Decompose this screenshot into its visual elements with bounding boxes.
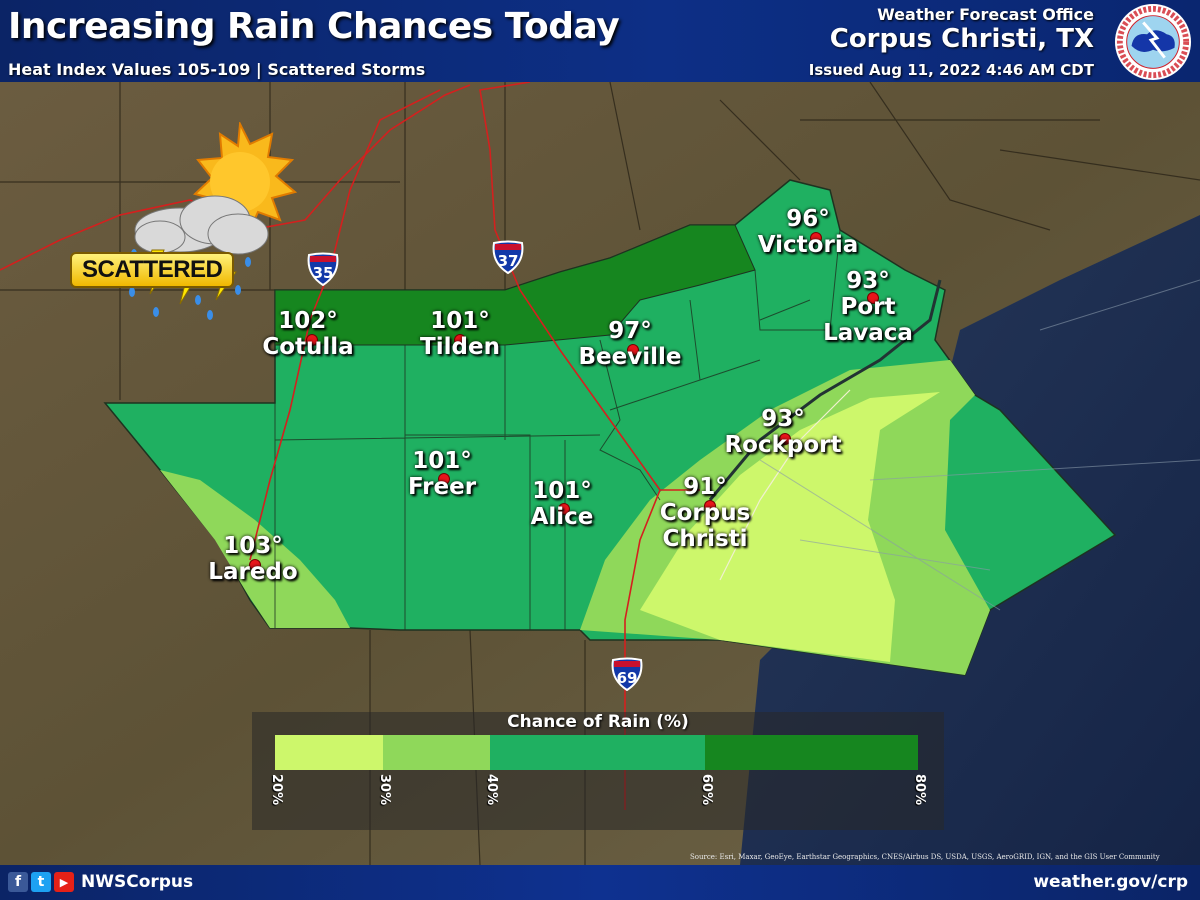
forecast-map: 35 37 69 SCATT <box>0 81 1200 866</box>
city-dot-rockport <box>779 433 791 445</box>
city-temp: 91° <box>683 474 727 500</box>
svg-text:69: 69 <box>617 669 638 687</box>
interstate-69-shield: 69 <box>611 657 643 691</box>
city-rockport: 93° Rockport <box>724 406 841 458</box>
city-temp: 93° <box>761 406 805 432</box>
city-name: Alice <box>530 504 594 530</box>
city-name: Victoria <box>757 232 859 258</box>
social-handle[interactable]: NWSCorpus <box>81 872 194 892</box>
youtube-icon[interactable]: ▶ <box>54 872 74 892</box>
city-temp: 93° <box>846 268 890 294</box>
legend-tick: 20% <box>269 774 284 806</box>
city-tilden: 101° Tilden <box>420 308 500 360</box>
rain-chance-legend: Chance of Rain (%) 20% 30% 40% 60% 80% <box>252 712 944 830</box>
city-dot-cotulla <box>306 334 318 346</box>
city-temp: 103° <box>223 533 283 559</box>
city-dot-laredo <box>249 559 261 571</box>
svg-text:35: 35 <box>313 264 334 282</box>
social-links: f t ▶ NWSCorpus <box>8 872 193 892</box>
city-dot-freer <box>438 473 450 485</box>
city-name: Port Lavaca <box>823 294 913 346</box>
city-dot-port-lavaca <box>867 292 879 304</box>
city-dot-beeville <box>627 344 639 356</box>
city-temp: 96° <box>786 206 830 232</box>
city-corpus-christi: 91° Corpus Christi <box>660 474 751 552</box>
page-subtitle: Heat Index Values 105-109 | Scattered St… <box>8 60 426 79</box>
city-temp: 101° <box>532 478 592 504</box>
rain-zone-30-40-west <box>160 470 350 628</box>
city-beeville: 97° Beeville <box>579 318 682 370</box>
map-source-attribution: Source: Esri, Maxar, GeoEye, Earthstar G… <box>690 853 1160 861</box>
legend-bin-60-80 <box>705 735 918 770</box>
city-temp: 101° <box>412 448 472 474</box>
city-temp: 97° <box>608 318 652 344</box>
interstate-37-shield: 37 <box>492 240 524 274</box>
office-label: Weather Forecast Office <box>877 5 1094 24</box>
city-name: Rockport <box>724 432 842 458</box>
issued-time: Issued Aug 11, 2022 4:46 AM CDT <box>808 61 1094 79</box>
city-alice: 101° Alice <box>531 478 594 530</box>
city-laredo: 103° Laredo <box>208 533 297 585</box>
marine-zone-lines <box>759 279 1200 611</box>
city-name: Tilden <box>420 334 500 360</box>
city-dot-tilden <box>454 334 466 346</box>
footer-bar: f t ▶ NWSCorpus weather.gov/crp <box>0 865 1200 900</box>
legend-tick: 40% <box>484 774 499 806</box>
city-name: Beeville <box>578 344 682 370</box>
rain-zone-20-30 <box>640 392 940 662</box>
interstate-35-shield: 35 <box>307 252 339 286</box>
city-port-lavaca: 93° Port Lavaca <box>823 268 913 346</box>
legend-tick: 80% <box>912 774 927 806</box>
page-title: Increasing Rain Chances Today <box>8 6 620 47</box>
map-canvas <box>0 81 1200 866</box>
city-freer: 101° Freer <box>408 448 476 500</box>
city-name: Laredo <box>208 559 298 585</box>
legend-bin-30-40 <box>383 735 490 770</box>
website-link[interactable]: weather.gov/crp <box>1033 872 1188 892</box>
legend-bin-20-30 <box>275 735 383 770</box>
city-temp: 102° <box>278 308 338 334</box>
city-dot-corpus-christi <box>704 500 716 512</box>
facebook-icon[interactable]: f <box>8 872 28 892</box>
city-cotulla: 102° Cotulla <box>262 308 353 360</box>
header-bar: Increasing Rain Chances Today Heat Index… <box>0 0 1200 82</box>
city-dot-alice <box>558 503 570 515</box>
nws-logo-icon <box>1114 3 1192 81</box>
legend-bin-40-60 <box>490 735 705 770</box>
city-name: Corpus Christi <box>659 500 751 552</box>
barrier-island <box>719 389 851 581</box>
city-name: Cotulla <box>262 334 354 360</box>
zone-county-lines <box>274 229 841 630</box>
legend-title: Chance of Rain (%) <box>507 712 689 732</box>
svg-text:37: 37 <box>498 252 519 270</box>
city-temp: 101° <box>430 308 490 334</box>
office-name: Corpus Christi, TX <box>829 24 1094 54</box>
coastline <box>708 279 942 501</box>
scattered-label: SCATTERED <box>70 252 235 288</box>
legend-tick: 60% <box>699 774 714 806</box>
legend-tick: 30% <box>377 774 392 806</box>
twitter-icon[interactable]: t <box>31 872 51 892</box>
city-dot-victoria <box>810 232 822 244</box>
city-name: Freer <box>407 474 477 500</box>
rain-zone-60-80 <box>274 224 756 346</box>
city-victoria: 96° Victoria <box>758 206 858 258</box>
scattered-thunderstorms-icon <box>129 122 298 320</box>
